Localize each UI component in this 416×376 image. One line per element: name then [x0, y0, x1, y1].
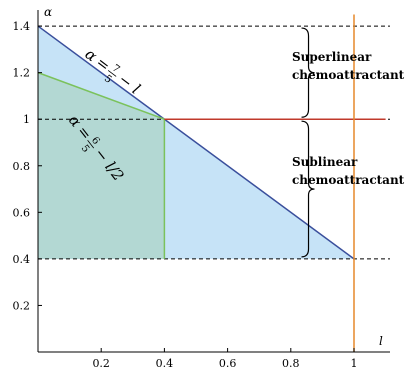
formula-inner-num: 6	[89, 135, 102, 147]
y-axis-label: α	[44, 5, 52, 19]
y-tick-label-1: 0.4	[13, 253, 31, 266]
lines-layer	[37, 14, 386, 352]
x-tick-label-2: 0.6	[219, 357, 237, 370]
x-tick-label-3: 0.8	[282, 357, 300, 370]
y-tick-label-3: 0.8	[13, 160, 31, 173]
y-tick-label-5: 1.2	[13, 67, 31, 80]
brace-sublinear	[301, 120, 315, 258]
label-sublinear: Sublinear chemoattractant	[292, 155, 405, 187]
x-tick-label-1: 0.4	[156, 357, 174, 370]
formula-inner-den: 5	[79, 143, 92, 155]
y-tick-label-6: 1.4	[13, 20, 31, 33]
formula-outer-num: 7	[110, 63, 122, 76]
braces-layer	[301, 27, 315, 258]
formula-outer-den: 5	[102, 73, 114, 86]
brace-superlinear	[301, 27, 315, 118]
x-tick-label-0: 0.2	[92, 357, 110, 370]
y-tick-label-4: 1	[23, 113, 30, 126]
x-tick-label-4: 1	[351, 357, 358, 370]
y-tick-label-2: 0.6	[13, 206, 31, 219]
x-axis-label: l	[379, 334, 383, 348]
alpha-line-outer	[37, 25, 355, 260]
ticks-layer: 0.2 0.4 0.6 0.8 1 0.2 0.4 0.6 0.8 1 1.2 1.4	[13, 20, 358, 370]
label-superlinear: Superlinear chemoattractant	[292, 50, 405, 82]
y-tick-label-0: 0.2	[13, 299, 31, 312]
